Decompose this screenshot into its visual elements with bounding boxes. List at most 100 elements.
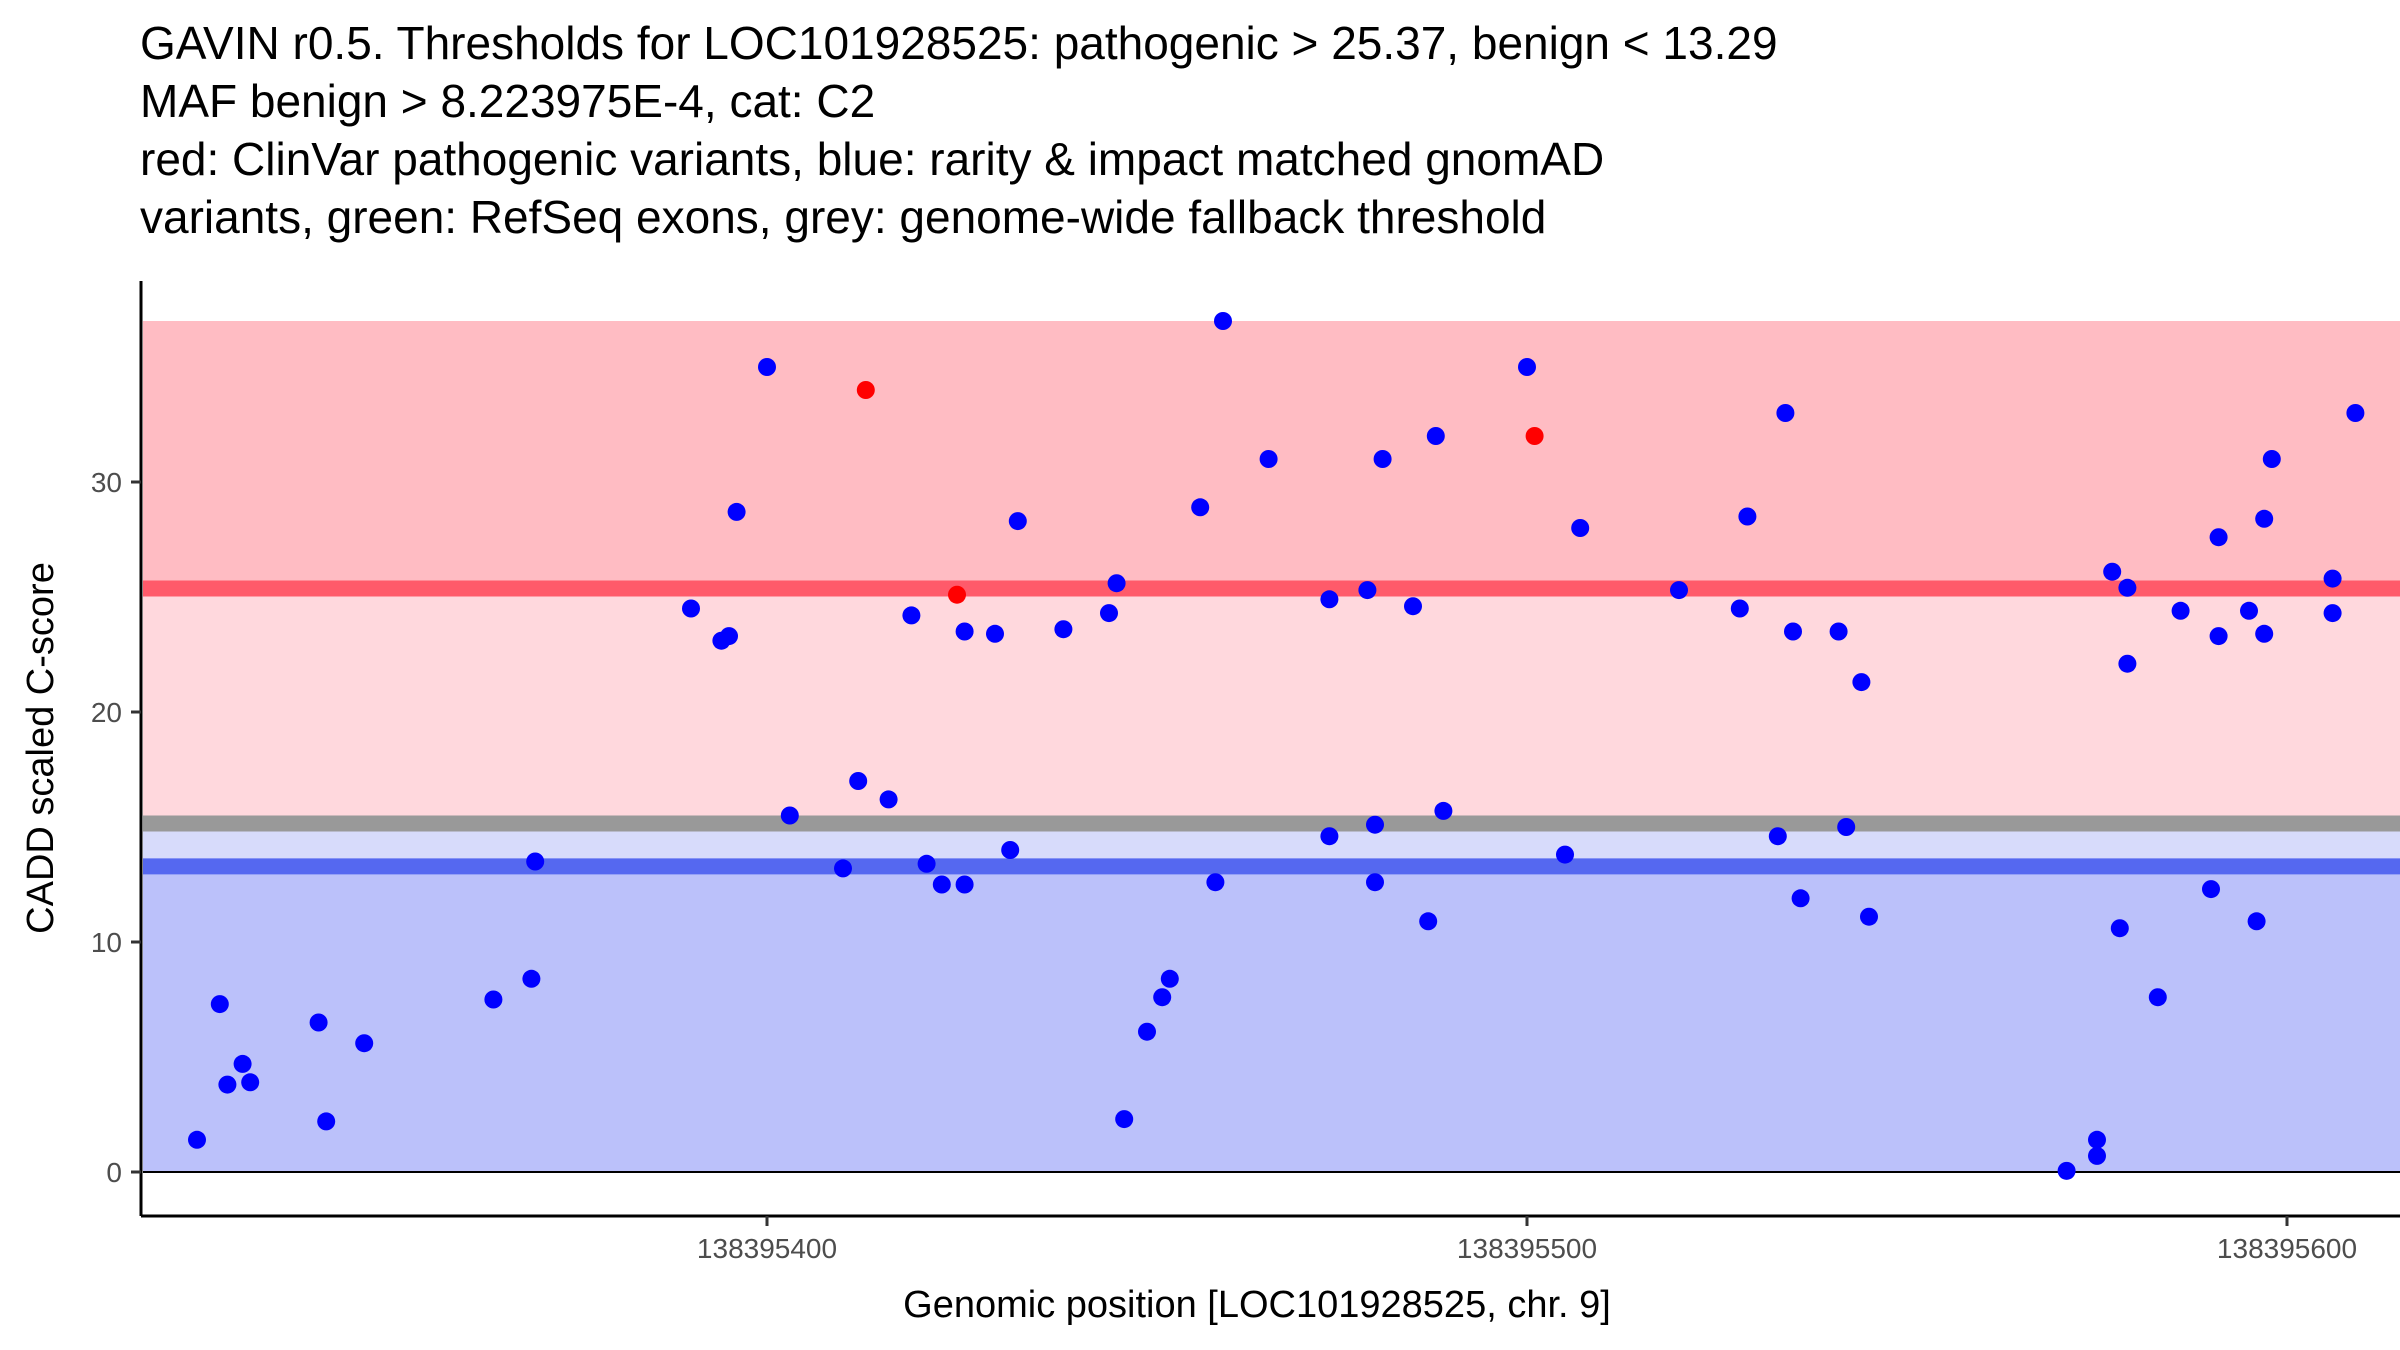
gnomad-point (2209, 627, 2228, 646)
gnomad-point (2103, 562, 2122, 581)
gnomad-point (1358, 581, 1377, 600)
chart-title: GAVIN r0.5. Thresholds for LOC101928525:… (140, 14, 1778, 246)
title-line-1: GAVIN r0.5. Thresholds for LOC101928525:… (140, 17, 1778, 69)
gnomad-point (1153, 988, 1172, 1007)
gnomad-point (1320, 590, 1339, 609)
gnomad-point (2262, 450, 2281, 468)
gnomad-point (682, 599, 700, 618)
gnomad-point (526, 852, 545, 871)
gnomad-point (2057, 1161, 2076, 1180)
gnomad-point (1107, 574, 1126, 593)
gnomad-point (780, 806, 799, 825)
gnomad-point (2148, 988, 2167, 1007)
gnomad-point (2255, 509, 2274, 528)
x-tick-label: 138395500 (1457, 1233, 1597, 1264)
clinvar-point (1525, 427, 1544, 445)
gnomad-point (1419, 912, 1438, 931)
gnomad-point (1115, 1110, 1134, 1129)
gnomad-point (241, 1073, 260, 1092)
y-tick-label: 30 (91, 467, 122, 498)
gnomad-point (522, 969, 541, 988)
gnomad-point (1518, 358, 1536, 376)
axes (139, 281, 2400, 1218)
gnomad-point (2240, 601, 2258, 620)
gnomad-point (484, 990, 503, 1009)
gnomad-point (2171, 601, 2190, 620)
y-tick-label: 20 (91, 697, 122, 728)
title-line-4: variants, green: RefSeq exons, grey: gen… (140, 191, 1547, 243)
gnomad-point (1837, 818, 1856, 836)
x-axis-title: Genomic position [LOC101928525, chr. 9] (903, 1284, 1611, 1326)
gnomad-point (758, 358, 776, 376)
y-axis-title: CADD scaled C-score (20, 562, 62, 934)
gnomad-point (1404, 597, 1422, 616)
gnomad-point (1829, 622, 1848, 641)
gnomad-point (2088, 1130, 2106, 1149)
gnomad-point (1768, 827, 1787, 846)
gnomad-point (355, 1034, 374, 1053)
gnomad-point (1556, 845, 1574, 864)
x-tick-label: 138395400 (697, 1233, 837, 1264)
x-tick-label: 138395600 (2217, 1233, 2357, 1264)
gnomad-point (1320, 827, 1339, 846)
gnomad-point (1373, 450, 1392, 468)
gnomad-point (1791, 889, 1810, 908)
gnomad-point (1100, 604, 1118, 623)
gnomad-point (2088, 1146, 2106, 1165)
gnomad-point (1860, 907, 1878, 926)
gnomad-point (1670, 581, 1688, 600)
gnomad-point (1214, 312, 1232, 330)
pathogenic-light-band (143, 588, 2400, 824)
y-tick-label: 10 (91, 927, 122, 958)
gnomad-point (218, 1075, 237, 1094)
gnomad-point (1054, 620, 1073, 639)
gnomad-point (188, 1130, 206, 1149)
gnomad-point (1571, 519, 1590, 537)
gnomad-point (1008, 512, 1027, 531)
gnomad-point (955, 875, 974, 894)
gnomad-point (2255, 624, 2274, 643)
gnomad-point (1160, 969, 1179, 988)
gnomad-point (1852, 673, 1871, 692)
gnomad-point (2323, 569, 2342, 588)
gnomad-point (834, 859, 852, 878)
clinvar-point (856, 381, 875, 399)
gnomad-point (879, 790, 898, 809)
y-tick-label: 0 (106, 1157, 122, 1188)
gnomad-point (2247, 912, 2266, 931)
gnomad-point (210, 995, 229, 1014)
gnomad-point (1366, 873, 1384, 892)
gnomad-point (902, 606, 921, 625)
gnomad-point (2202, 880, 2220, 899)
gnomad-point (1366, 815, 1384, 834)
gnomad-point (1730, 599, 1749, 618)
gnomad-point (1206, 873, 1225, 892)
gnomad-point (955, 622, 974, 641)
gnomad-point (1784, 622, 1802, 641)
gnomad-point (727, 502, 746, 521)
gnomad-point (1001, 841, 1020, 859)
title-line-2: MAF benign > 8.223975E-4, cat: C2 (140, 75, 876, 127)
gnomad-point (2346, 404, 2365, 422)
gnomad-point (932, 875, 951, 894)
data-points (188, 312, 2365, 1180)
gnomad-point (986, 624, 1004, 643)
gnomad-point (1776, 404, 1795, 422)
gnomad-point (1259, 450, 1278, 468)
gnomad-point (2118, 578, 2137, 597)
gnomad-point (2110, 919, 2129, 938)
title-line-3: red: ClinVar pathogenic variants, blue: … (140, 133, 1605, 185)
gnomad-point (849, 772, 868, 790)
gnomad-point (1738, 507, 1757, 526)
gnomad-point (917, 854, 936, 873)
gnomad-point (2118, 654, 2137, 673)
gnomad-point (2323, 604, 2342, 623)
gnomad-point (1434, 801, 1453, 820)
axis-ticks: 0 10 20 30 138395400 138395500 138395600 (91, 467, 2357, 1264)
gnomad-point (1191, 498, 1210, 517)
benign-band (143, 866, 2400, 1172)
gnomad-point (317, 1112, 336, 1131)
gnomad-point (233, 1054, 252, 1073)
clinvar-point (948, 585, 966, 604)
